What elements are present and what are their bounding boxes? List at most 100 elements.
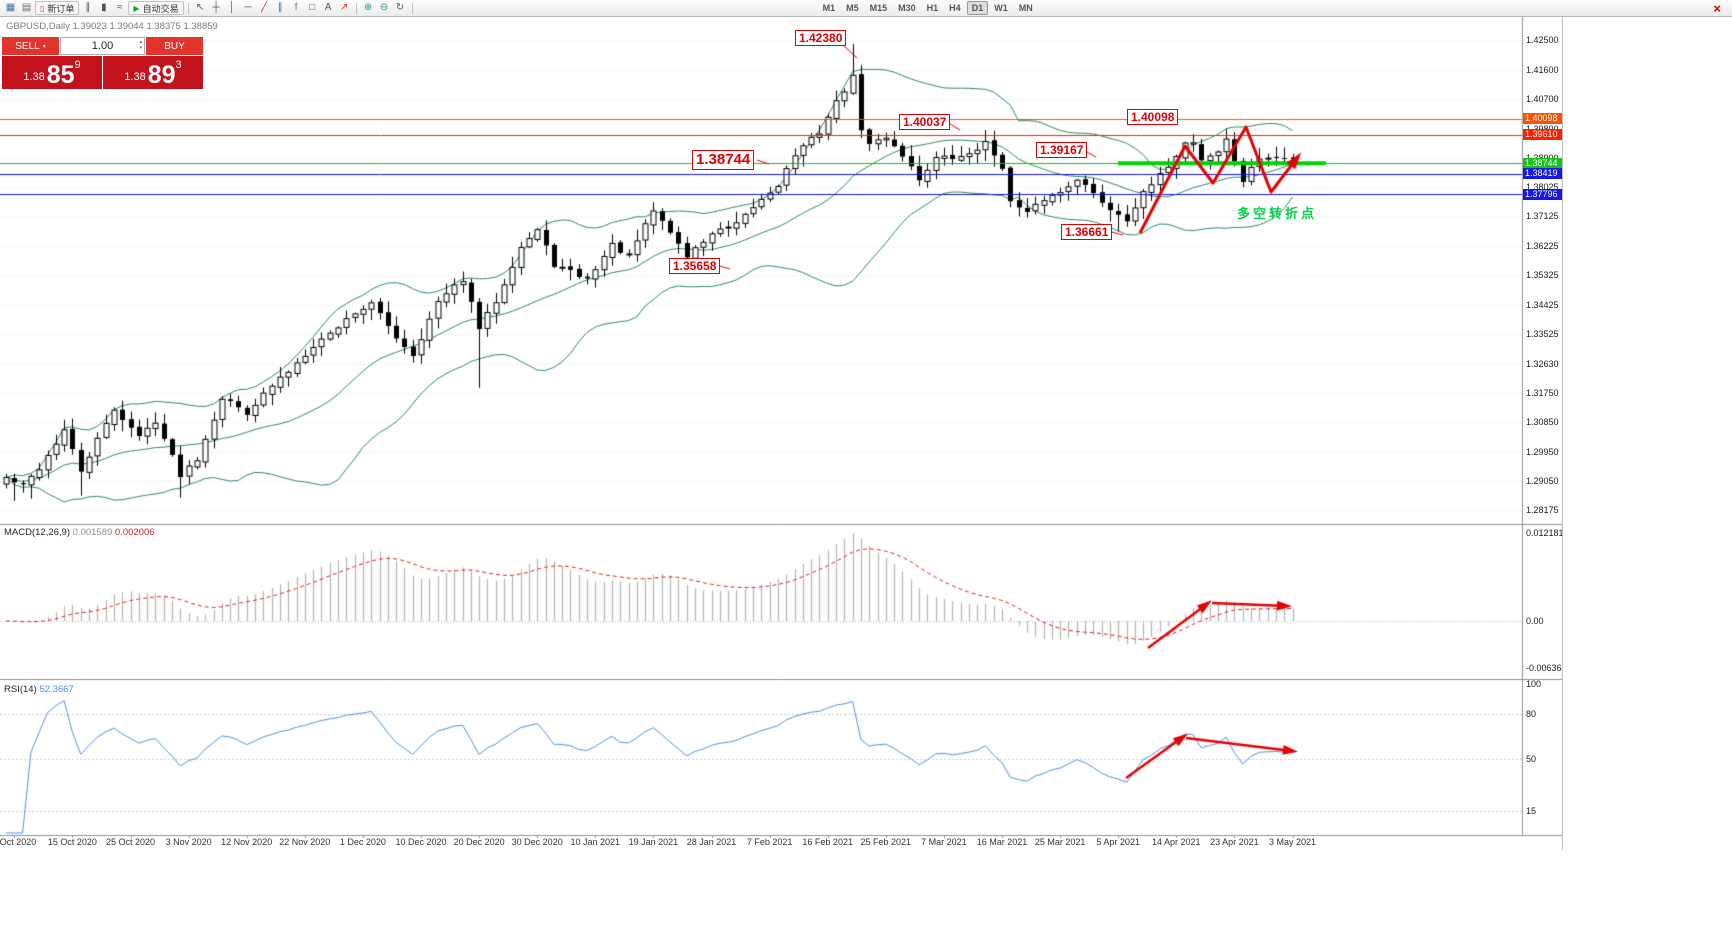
- buy-price-display[interactable]: 1.38 89 3: [103, 56, 203, 89]
- date-axis-label: 25 Feb 2021: [860, 837, 912, 847]
- date-axis-label: 10 Jan 2021: [570, 837, 621, 847]
- sell-price-sup: 9: [74, 59, 81, 71]
- zoom-out-icon[interactable]: ⊖: [379, 2, 389, 13]
- price-axis-label: 1.28175: [1526, 505, 1559, 515]
- macd-name: MACD(12,26,9): [4, 527, 70, 538]
- date-axis-label: 14 Apr 2021: [1152, 837, 1201, 847]
- volume-spinner-icon[interactable]: ▴ ▾: [139, 39, 142, 51]
- equidistant-channel-icon[interactable]: ∥: [277, 2, 283, 13]
- price-line-tag: 1.40098: [1523, 113, 1562, 125]
- autotrading-button[interactable]: ▶ 自动交易: [128, 1, 184, 15]
- date-axis-label: 7 Mar 2021: [921, 837, 967, 847]
- buy-price-big: 89: [147, 60, 176, 89]
- top-toolbar: ▦ ▤ ▯ 新订单 ∥ ▮ ≈ ▶ 自动交易 ↖ ┼ │ ─ ╱ ∥ f □ A ↗ ⊕ ⊖ ↻ M1 M5 M15 M30 H1 H…: [0, 0, 1732, 17]
- refresh-icon[interactable]: ↻: [395, 2, 405, 13]
- date-axis-label: 19 Jan 2021: [628, 837, 679, 847]
- price-annotation: 1.35658: [669, 258, 721, 274]
- price-axis-label: 1.32630: [1526, 358, 1559, 369]
- price-axis-label: 1.40700: [1526, 94, 1559, 105]
- fibonacci-icon[interactable]: f: [294, 2, 298, 13]
- chart-bars-icon[interactable]: ∥: [85, 2, 91, 13]
- date-axis-label: 23 Apr 2021: [1210, 837, 1259, 847]
- cursor-icon[interactable]: ↖: [195, 2, 205, 13]
- price-annotation: 1.40037: [899, 114, 951, 130]
- date-axis-label: 16 Feb 2021: [802, 837, 853, 847]
- rsi-indicator-label: RSI(14) 52.3667: [4, 684, 74, 695]
- date-axis-label: 7 Feb 2021: [746, 837, 793, 847]
- timeframe-h4-button[interactable]: H4: [949, 3, 961, 13]
- price-line-tag: 1.38419: [1523, 168, 1562, 180]
- zoom-in-icon[interactable]: ⊕: [363, 2, 373, 13]
- rsi-axis-label: 15: [1526, 805, 1537, 816]
- date-axis-label: 12 Nov 2020: [221, 837, 273, 847]
- timeframe-m5-button[interactable]: M5: [846, 3, 859, 13]
- autotrading-icon: ▶: [133, 3, 140, 13]
- chart-close-button[interactable]: ×: [1713, 0, 1721, 16]
- timeframe-h1-button[interactable]: H1: [926, 3, 939, 13]
- timeframe-d1-button[interactable]: D1: [966, 1, 989, 15]
- shapes-icon[interactable]: □: [309, 2, 316, 13]
- sell-price-display[interactable]: 1.38 85 9: [2, 56, 102, 89]
- horizontal-line-icon[interactable]: ─: [244, 2, 252, 13]
- buy-button-label: BUY: [164, 40, 185, 52]
- macd-signal-value: 0.002006: [114, 527, 155, 538]
- buy-button[interactable]: BUY: [146, 37, 203, 55]
- price-axis-label: 1.29950: [1526, 446, 1559, 457]
- timeframe-m1-button[interactable]: M1: [822, 3, 836, 13]
- macd-main-value: 0.001589: [72, 527, 113, 538]
- price-axis-label: 1.34425: [1526, 299, 1559, 310]
- price-axis-label: 1.41600: [1526, 64, 1559, 75]
- rsi-axis-label: 50: [1526, 753, 1537, 764]
- sell-price-big: 85: [46, 60, 75, 89]
- date-axis-label: 16 Mar 2021: [976, 837, 1028, 847]
- price-axis-label: 1.33525: [1526, 329, 1559, 340]
- sell-price-head: 1.38: [23, 71, 45, 83]
- date-axis-label: 3 Nov 2020: [165, 837, 212, 847]
- date-axis-label: 22 Nov 2020: [279, 837, 331, 847]
- date-axis-label: 25 Mar 2021: [1034, 837, 1086, 847]
- buy-price-sup: 3: [175, 59, 182, 71]
- price-axis-label: 1.38025: [1526, 181, 1559, 192]
- rsi-value: 52.3667: [39, 684, 74, 695]
- volume-input[interactable]: 1.00 ▴ ▾: [60, 37, 145, 55]
- price-axis-label: 1.39800: [1526, 124, 1559, 134]
- timeframe-w1-button[interactable]: W1: [994, 3, 1008, 13]
- one-click-trading-panel: SELL ▾ 1.00 ▴ ▾ BUY 1.38 85 9 1.38 89 3: [2, 37, 203, 89]
- chart-window: GBPUSD,Daily 1.39023 1.39044 1.38375 1.3…: [0, 17, 1563, 850]
- crosshair-icon[interactable]: ┼: [212, 2, 220, 13]
- timeframe-mn-button[interactable]: MN: [1018, 3, 1033, 13]
- date-axis-label: 25 Oct 2020: [105, 837, 156, 847]
- price-annotation: 1.36661: [1061, 224, 1113, 240]
- toolbar-separator: [187, 2, 189, 14]
- timeframe-m30-button[interactable]: M30: [898, 3, 916, 13]
- date-axis-label: 28 Jan 2021: [686, 837, 737, 847]
- new-order-button-label: 新订单: [47, 3, 75, 14]
- price-chart-canvas[interactable]: [0, 17, 1562, 850]
- trendline-icon[interactable]: ╱: [261, 2, 268, 13]
- volume-value: 1.00: [91, 40, 114, 52]
- buy-price-head: 1.38: [124, 71, 146, 83]
- chart-line-icon[interactable]: ≈: [117, 2, 123, 13]
- autotrading-button-label: 自动交易: [142, 3, 179, 14]
- rsi-name: RSI(14): [4, 684, 37, 695]
- price-line-tag: 1.37796: [1523, 188, 1562, 200]
- date-axis-label: 20 Dec 2020: [453, 837, 505, 847]
- arrow-tool-icon[interactable]: ↗: [339, 2, 349, 13]
- sell-button[interactable]: SELL ▾: [2, 37, 59, 55]
- new-chart-icon[interactable]: ▦: [5, 2, 16, 13]
- macd-axis-label: -0.006364: [1526, 663, 1563, 673]
- symbol-info: GBPUSD,Daily 1.39023 1.39044 1.38375 1.3…: [6, 21, 218, 32]
- price-line-tag: 1.39610: [1523, 129, 1562, 141]
- timeframe-m15-button[interactable]: M15: [869, 3, 888, 13]
- new-order-icon: ▯: [40, 3, 45, 13]
- bull-bear-turning-point-note: 多空转折点: [1237, 206, 1318, 221]
- chart-profiles-icon[interactable]: ▤: [21, 2, 32, 13]
- price-axis-label: 1.35325: [1526, 270, 1559, 281]
- price-annotation: 1.38744: [692, 150, 755, 170]
- chart-candles-icon[interactable]: ▮: [101, 2, 107, 13]
- price-axis-label: 1.30850: [1526, 417, 1559, 428]
- text-label-icon[interactable]: A: [324, 2, 332, 13]
- new-order-button[interactable]: ▯ 新订单: [35, 1, 80, 15]
- vertical-line-icon[interactable]: │: [228, 2, 236, 13]
- sell-dropdown-caret-icon: ▾: [42, 43, 46, 50]
